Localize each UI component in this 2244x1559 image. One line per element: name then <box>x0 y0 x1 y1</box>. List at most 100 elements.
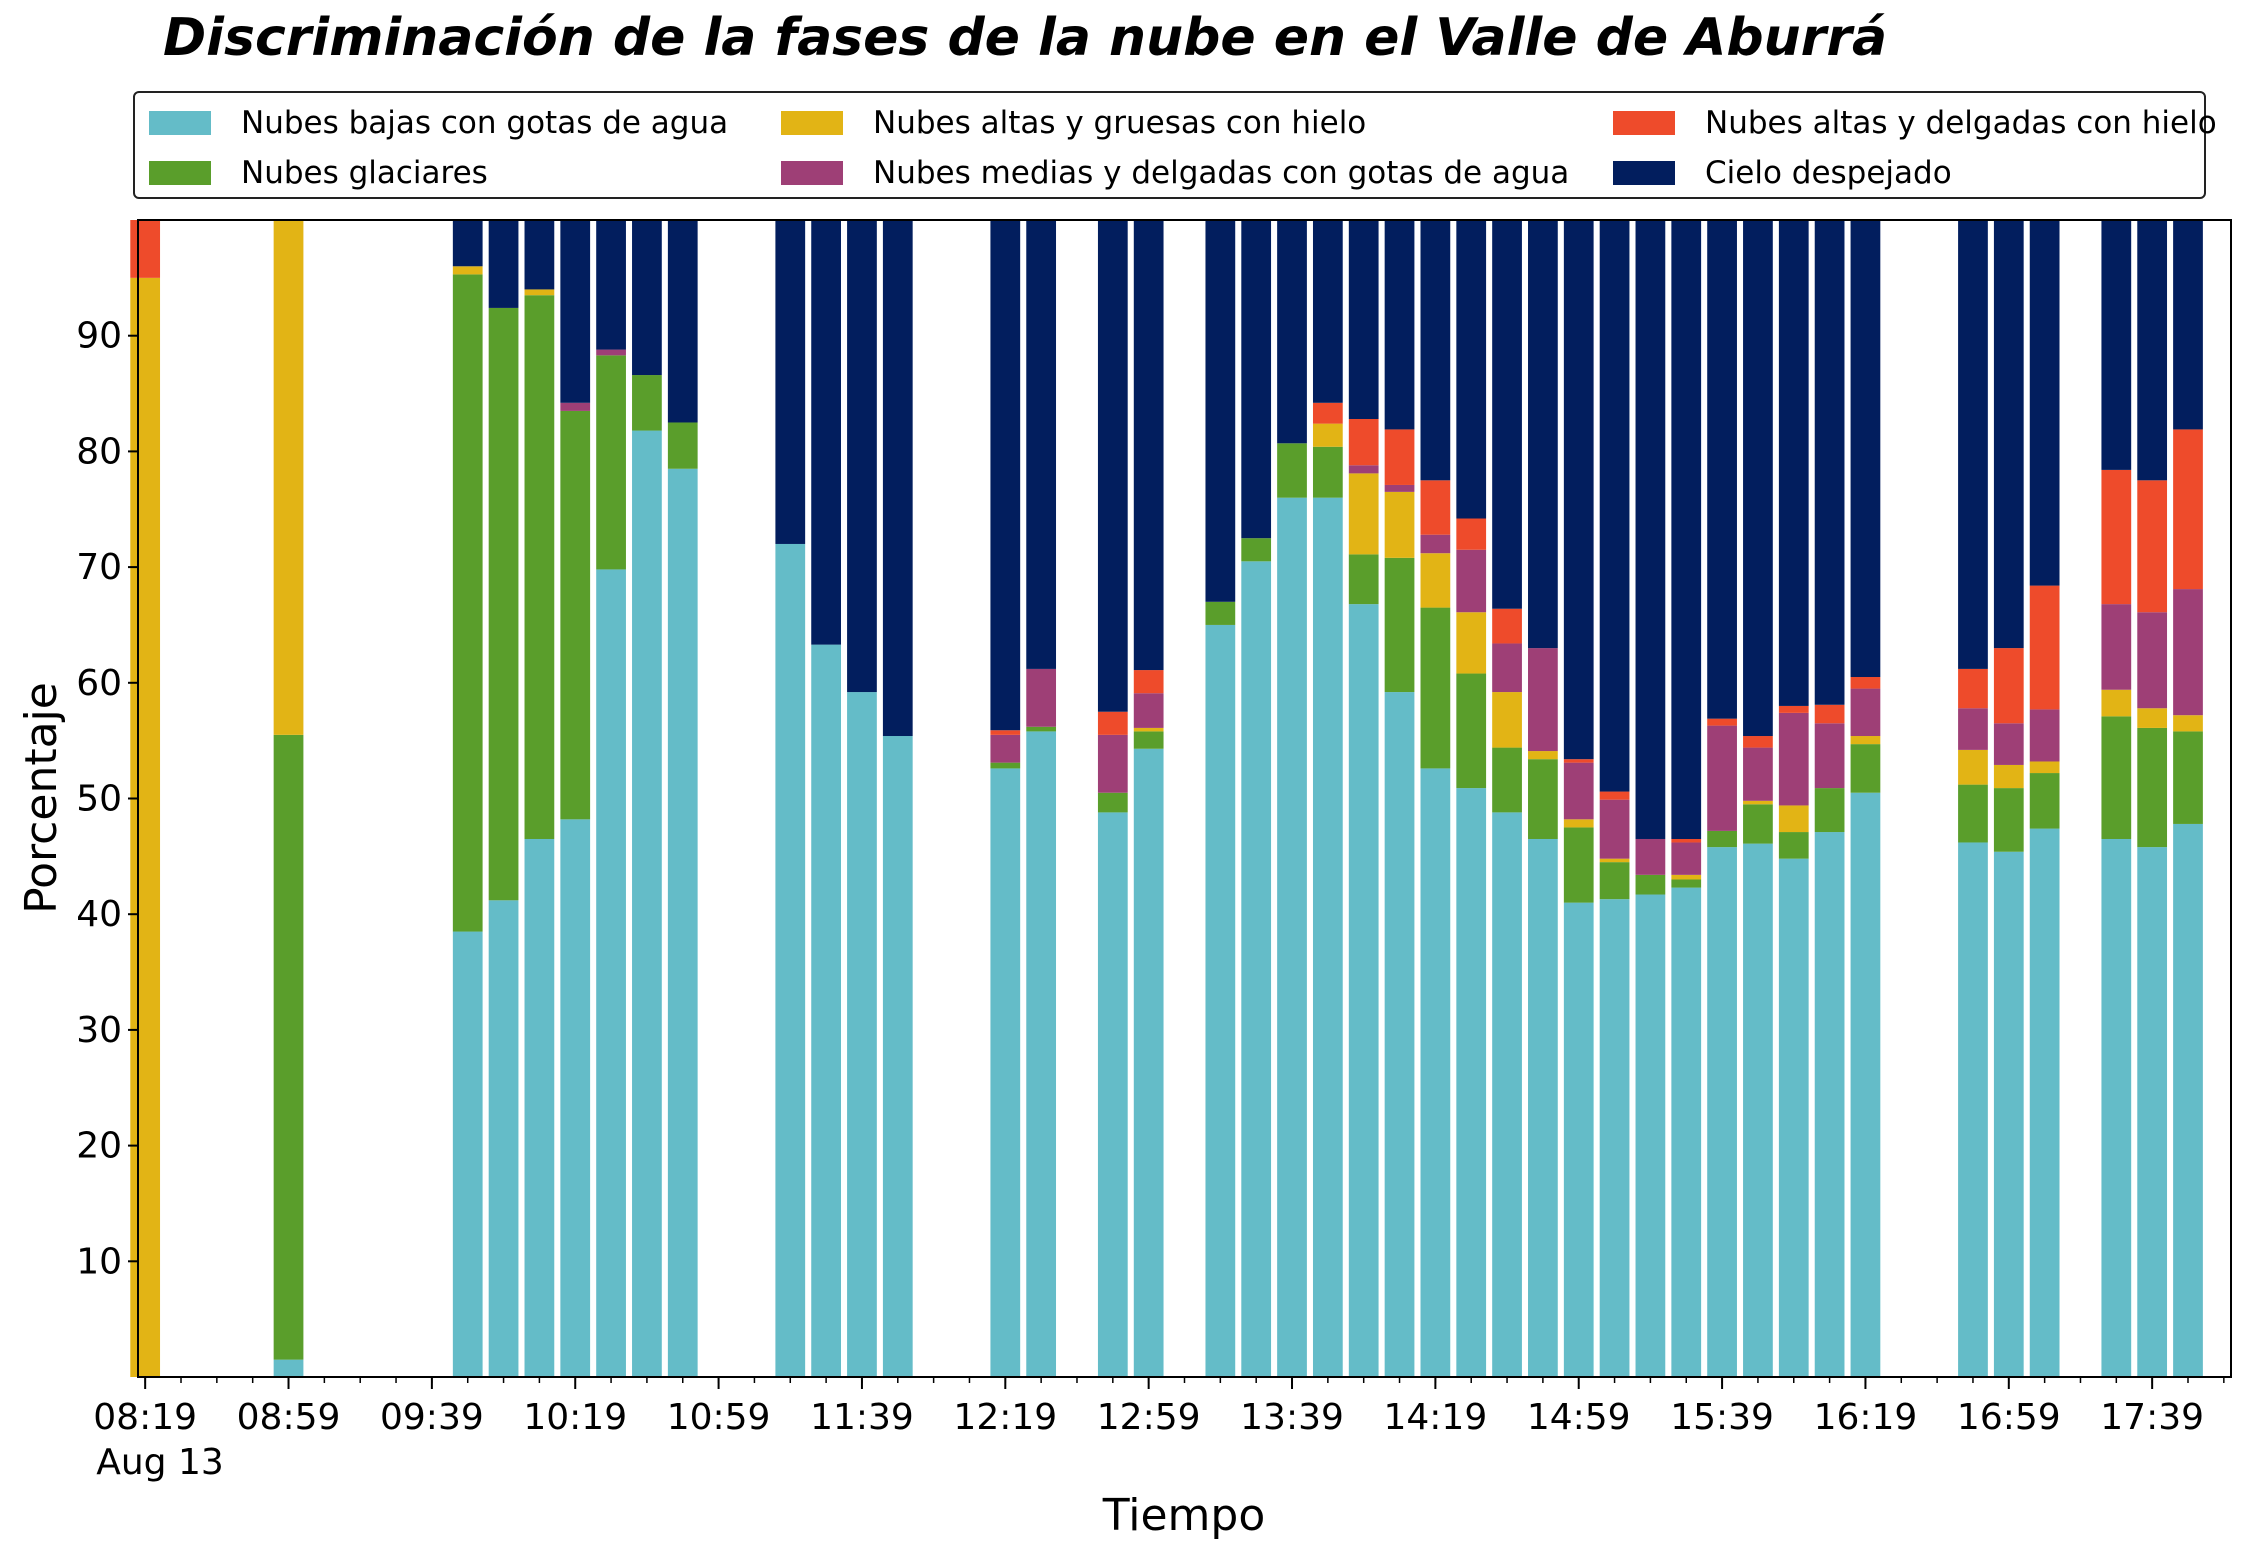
bar-segment <box>1133 670 1164 694</box>
x-tick-label: 11:39 <box>810 1397 914 1438</box>
bar-segment <box>1563 220 1594 760</box>
bar-segment <box>2101 220 2132 470</box>
bar-segment <box>811 220 841 645</box>
bar-segment <box>1743 843 1773 1377</box>
bar-segment <box>847 692 877 1377</box>
bar-segment <box>1456 549 1487 613</box>
bar-segment <box>1492 220 1522 609</box>
bar-segment <box>1778 858 1809 1377</box>
x-tick-label: 10:59 <box>667 1397 771 1438</box>
bar-segment <box>1635 874 1666 895</box>
legend-item-nubes-medias: Nubes medias y delgadas con gotas de agu… <box>781 151 1569 195</box>
bar-segment <box>2101 839 2132 1377</box>
bar-segment <box>1778 705 1809 713</box>
bar-segment <box>1456 220 1487 519</box>
x-axis-label: Tiempo <box>1102 1490 1266 1541</box>
bar-segment <box>1778 712 1809 806</box>
bar-segment <box>1993 723 2024 765</box>
bar-segment <box>1312 423 1343 447</box>
x-tick-label: 09:39 <box>380 1397 484 1438</box>
bar-segment <box>2173 715 2203 732</box>
bar-segment <box>1599 858 1630 863</box>
bar-segment <box>1635 838 1666 875</box>
plot-frame <box>137 219 2232 1378</box>
bar-segment <box>1850 220 1881 678</box>
bar-segment <box>1993 220 2024 649</box>
bar-segment <box>1241 561 1272 1377</box>
bar-segment <box>1671 842 1702 875</box>
bar-segment <box>1384 491 1415 558</box>
bar-segment <box>1743 736 1773 748</box>
bar-segment <box>1671 879 1702 888</box>
bar-segment <box>1384 692 1415 1377</box>
bar-segment <box>1814 220 1845 705</box>
bar-segment <box>1707 847 1737 1377</box>
bar-segment <box>775 543 806 1377</box>
bar-segment <box>524 839 555 1377</box>
bar-segment <box>273 220 304 735</box>
y-tick-label: 10 <box>76 1241 122 1282</box>
bar-segment <box>2173 589 2203 716</box>
bar-segment <box>1635 894 1666 1377</box>
bar-segment <box>1348 220 1379 419</box>
bar-segment <box>2173 429 2203 590</box>
bar-segment <box>1850 736 1881 745</box>
bar-segment <box>1492 812 1522 1377</box>
bars-layer <box>130 220 2203 1378</box>
x-tick-label: 10:19 <box>523 1397 627 1438</box>
bar-segment <box>524 289 555 296</box>
legend-label: Nubes medias y delgadas con gotas de agu… <box>873 155 1570 191</box>
bar-segment <box>1958 668 1988 709</box>
bar-segment <box>1743 220 1773 737</box>
bar-segment <box>1850 744 1881 793</box>
bar-segment <box>2137 727 2168 848</box>
bar-segment <box>2029 828 2060 1377</box>
bar-segment <box>1635 220 1666 839</box>
bar-segment <box>1133 748 1164 1377</box>
bar-segment <box>1097 812 1128 1377</box>
bar-segment <box>488 900 519 1377</box>
bar-segment <box>524 220 555 290</box>
bar-segment <box>1277 220 1307 444</box>
bar-segment <box>1097 220 1128 712</box>
bar-segment <box>1707 718 1737 726</box>
bar-segment <box>1671 887 1702 1377</box>
bar-segment <box>1814 704 1845 724</box>
bar-segment <box>596 355 626 570</box>
bar-segment <box>1528 839 1558 1377</box>
bar-segment <box>882 220 913 737</box>
x-tick-label: 12:19 <box>953 1397 1057 1438</box>
legend-item-nubes-glaciares: Nubes glaciares <box>149 151 488 195</box>
axes-layer: 10 20 30 40 50 60 70 80 90 08:19 08:59 09:39 10:19 10… <box>76 316 2225 1438</box>
bar-segment <box>2101 716 2132 839</box>
bar-segment <box>2137 220 2168 481</box>
bar-segment <box>273 1359 304 1377</box>
bar-segment <box>452 266 483 275</box>
bar-segment <box>1850 792 1881 1377</box>
bar-segment <box>1599 862 1630 900</box>
bar-segment <box>452 220 483 267</box>
bar-segment <box>273 734 304 1360</box>
bar-segment <box>990 762 1021 769</box>
bar-segment <box>1563 819 1594 828</box>
bar-segment <box>1348 473 1379 555</box>
bar-segment <box>1743 804 1773 844</box>
bar-segment <box>488 307 519 901</box>
bar-segment <box>1743 800 1773 805</box>
bar-segment <box>1384 557 1415 693</box>
bar-segment <box>632 375 662 431</box>
legend-label: Nubes altas y gruesas con hielo <box>873 105 1367 141</box>
bar-segment <box>2173 220 2203 430</box>
bar-segment <box>1133 693 1164 728</box>
bar-segment <box>2029 761 2060 774</box>
x-tick-label: 14:19 <box>1383 1397 1487 1438</box>
y-tick-label: 90 <box>76 316 122 357</box>
bar-segment <box>2101 604 2132 690</box>
bar-segment <box>560 410 591 820</box>
legend-swatch <box>1613 161 1675 185</box>
legend-label: Nubes altas y delgadas con hielo <box>1705 105 2217 141</box>
bar-segment <box>1850 688 1881 737</box>
y-tick-label: 20 <box>76 1126 122 1167</box>
bar-segment <box>2029 709 2060 762</box>
bar-segment <box>1993 764 2024 789</box>
